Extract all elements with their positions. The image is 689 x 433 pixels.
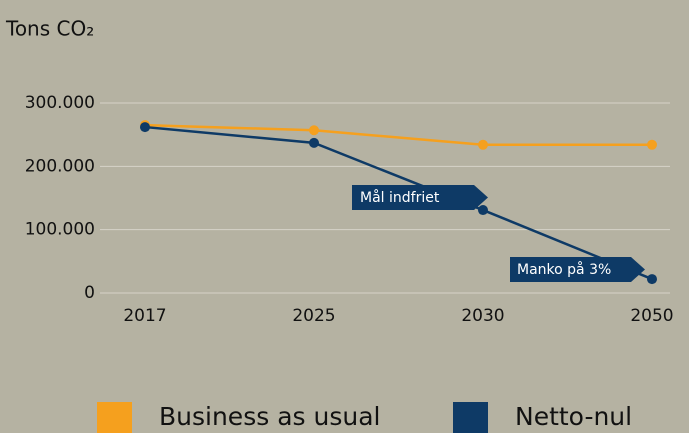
legend-label: Netto-nul (515, 402, 632, 431)
annotation-text: Manko på 3% (517, 261, 611, 278)
y-axis-label: Tons CO₂ (5, 17, 94, 41)
annotation-text: Mål indfriet (360, 189, 440, 206)
legend-swatch (97, 402, 132, 433)
data-point (478, 139, 488, 150)
data-point (478, 205, 488, 216)
series-line (144, 123, 652, 147)
data-point (309, 125, 319, 136)
annotation-arrow (352, 185, 488, 210)
data-point (309, 137, 319, 148)
x-tick-label: 2050 (630, 306, 673, 326)
annotation: Manko på 3% (510, 257, 645, 282)
data-point (140, 122, 150, 133)
annotation: Mål indfriet (352, 185, 488, 210)
y-tick-label: 200.000 (25, 156, 95, 176)
grid: 0 100.000 200.000 300.000 2017 2025 2030 2050 (25, 93, 674, 326)
annotation-arrow (510, 257, 645, 282)
lines (140, 120, 657, 285)
x-tick-label: 2017 (123, 306, 166, 326)
x-tick-label: 2030 (461, 306, 504, 326)
y-tick-label: 0 (84, 283, 95, 303)
data-point (647, 139, 657, 150)
y-tick-label: 300.000 (25, 93, 95, 113)
legend-swatch (453, 402, 488, 433)
data-point (647, 274, 657, 285)
y-tick-label: 100.000 (25, 220, 95, 240)
legend: Business as usual Netto-nul (97, 402, 632, 433)
legend-label: Business as usual (159, 402, 380, 431)
x-tick-label: 2025 (292, 306, 335, 326)
series-line (144, 125, 653, 281)
